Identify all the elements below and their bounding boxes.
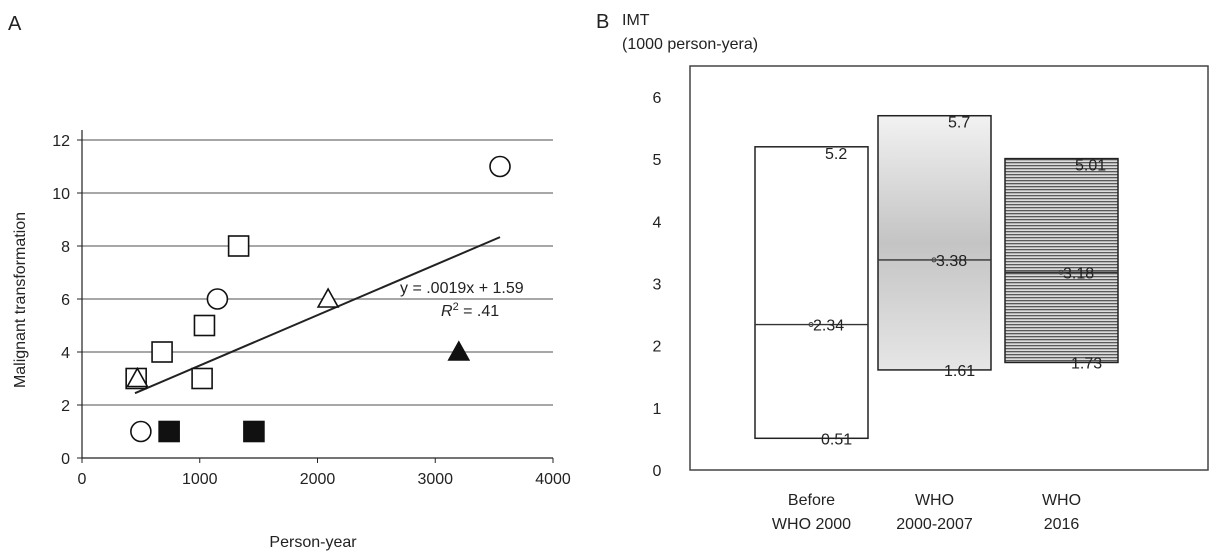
point-square bbox=[151, 341, 173, 363]
low-value-label: 1.73 bbox=[1071, 355, 1102, 372]
y-tick-label: 0 bbox=[61, 451, 70, 468]
scatter-x-ticks: 0 1000 2000 3000 4000 bbox=[78, 458, 571, 488]
point-circle bbox=[206, 288, 229, 310]
point-circle bbox=[489, 155, 511, 178]
r-squared: R2 = .41 bbox=[441, 301, 499, 320]
y-tick-label: 6 bbox=[61, 292, 70, 309]
y-tick-label: 10 bbox=[52, 186, 70, 203]
x-tick-label: 0 bbox=[78, 471, 87, 488]
point-square bbox=[158, 420, 180, 443]
interval-bar bbox=[754, 146, 869, 440]
high-value-label: 5.7 bbox=[948, 115, 970, 132]
y-tick-label: 6 bbox=[653, 90, 662, 107]
point-square bbox=[191, 367, 213, 390]
point-triangle bbox=[316, 287, 340, 308]
median-marker bbox=[808, 322, 814, 328]
scatter-points bbox=[125, 155, 511, 443]
median-value-label: 2.34 bbox=[813, 318, 844, 335]
interval-bars: 5.2 2.34 0.51 5.7 3.38 1.61 5.01 3.18 1.73 bbox=[754, 114, 1119, 448]
scatter-gridlines bbox=[82, 139, 553, 406]
interval-bar bbox=[1004, 157, 1119, 364]
category-label-line1: WHO bbox=[1042, 492, 1081, 509]
category-label-line2: WHO 2000 bbox=[772, 516, 851, 533]
interval-chart: IMT (1000 person-yera) 0 1 2 3 4 5 6 5.2 2.34 0.… bbox=[622, 12, 1209, 533]
scatter-y-label: Malignant transformation bbox=[12, 212, 29, 388]
median-value-label: 3.38 bbox=[936, 253, 967, 270]
x-tick-label: 4000 bbox=[535, 471, 571, 488]
point-circle bbox=[130, 420, 152, 443]
y-tick-label: 8 bbox=[61, 239, 70, 256]
median-value-label: 3.18 bbox=[1063, 265, 1094, 282]
category-label-line1: Before bbox=[788, 492, 835, 509]
interval-categories: Before WHO 2000 WHO 2000-2007 WHO 2016 bbox=[772, 492, 1081, 533]
r-squared-exponent: 2 bbox=[453, 301, 459, 313]
high-value-label: 5.01 bbox=[1075, 158, 1106, 175]
interval-y-label-line2: (1000 person-yera) bbox=[622, 36, 758, 53]
trend-equation: y = .0019x + 1.59 bbox=[400, 280, 524, 297]
high-value-label: 5.2 bbox=[825, 146, 847, 163]
category-label-line2: 2000-2007 bbox=[896, 516, 973, 533]
category-label-line1: WHO bbox=[915, 492, 954, 509]
point-square bbox=[193, 314, 216, 337]
point-triangle bbox=[447, 340, 471, 361]
y-tick-label: 4 bbox=[61, 345, 70, 362]
x-tick-label: 2000 bbox=[300, 471, 336, 488]
low-value-label: 0.51 bbox=[821, 431, 852, 448]
interval-y-ticks: 0 1 2 3 4 5 6 bbox=[653, 90, 662, 480]
interval-bar bbox=[877, 114, 992, 371]
scatter-x-label: Person-year bbox=[269, 534, 357, 551]
scatter-y-ticks: 0 2 4 6 8 10 12 bbox=[52, 133, 82, 468]
y-tick-label: 0 bbox=[653, 463, 662, 480]
median-marker bbox=[1058, 269, 1064, 275]
low-value-label: 1.61 bbox=[944, 363, 975, 380]
panel-b-letter: B bbox=[596, 11, 609, 33]
y-tick-label: 2 bbox=[61, 398, 70, 415]
y-tick-label: 3 bbox=[653, 277, 662, 294]
y-tick-label: 12 bbox=[52, 133, 70, 150]
interval-plot-frame bbox=[689, 65, 1209, 471]
x-tick-label: 3000 bbox=[417, 471, 453, 488]
point-square bbox=[243, 420, 265, 443]
category-label-line2: 2016 bbox=[1044, 516, 1080, 533]
r-squared-value: = .41 bbox=[459, 303, 500, 320]
interval-y-label-line1: IMT bbox=[622, 12, 650, 29]
point-triangle bbox=[125, 366, 149, 388]
y-tick-label: 4 bbox=[653, 214, 662, 231]
median-marker bbox=[931, 257, 937, 263]
y-tick-label: 2 bbox=[653, 339, 662, 356]
trendline bbox=[134, 236, 501, 395]
panel-a-letter: A bbox=[8, 13, 22, 35]
scatter-chart: 0 2 4 6 8 10 12 0 1000 2000 3000 4000 y = .0019x +… bbox=[12, 130, 571, 551]
y-tick-label: 1 bbox=[653, 401, 662, 418]
x-tick-label: 1000 bbox=[182, 471, 218, 488]
point-square bbox=[227, 235, 250, 257]
y-tick-label: 5 bbox=[653, 152, 662, 169]
r-squared-symbol: R bbox=[441, 303, 453, 320]
